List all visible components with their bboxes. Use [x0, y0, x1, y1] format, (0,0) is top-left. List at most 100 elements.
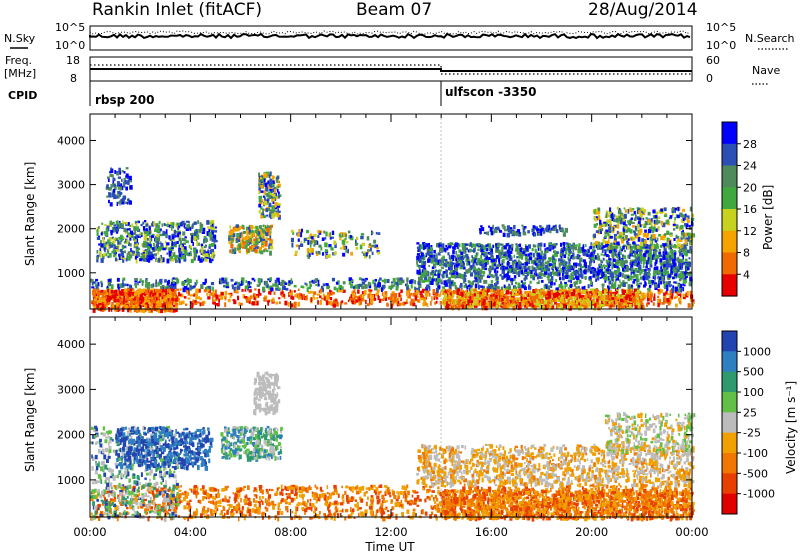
power-cell	[125, 229, 129, 233]
power-cell	[198, 229, 202, 233]
power-cell	[444, 293, 448, 299]
power-cell	[351, 293, 354, 297]
power-cell	[685, 270, 687, 274]
power-cell	[428, 280, 431, 285]
power-cell	[312, 281, 316, 284]
power-cell	[589, 295, 593, 299]
power-cell	[164, 279, 167, 283]
power-cell	[547, 301, 550, 305]
power-cell	[208, 245, 211, 249]
power-cell	[169, 299, 172, 305]
power-cell	[501, 297, 504, 302]
power-cell	[417, 295, 419, 299]
power-cell	[214, 293, 217, 298]
power-cell	[531, 305, 535, 308]
power-cell	[122, 257, 126, 260]
power-cell	[197, 220, 200, 224]
power-cell	[493, 263, 496, 267]
power-cell	[567, 279, 571, 283]
power-cell	[377, 251, 381, 255]
power-cell	[261, 244, 264, 248]
power-cell	[444, 247, 447, 253]
power-cell	[505, 243, 509, 247]
power-cell	[669, 289, 672, 295]
power-cell	[298, 229, 301, 233]
power-cell	[294, 294, 298, 298]
power-cell	[246, 298, 249, 303]
power-cell	[308, 236, 312, 239]
power-cell	[639, 282, 642, 285]
power-cell	[161, 296, 164, 299]
power-cell	[324, 249, 328, 253]
power-cell	[195, 288, 199, 294]
power-cell	[452, 258, 455, 261]
power-cell	[122, 300, 125, 305]
power-cell	[665, 284, 669, 288]
power-cell	[204, 278, 207, 284]
power-cell	[173, 281, 177, 286]
power-cell	[555, 258, 557, 262]
power-cell	[120, 191, 123, 195]
power-cell	[333, 301, 337, 306]
power-cell	[277, 214, 281, 220]
power-cell	[569, 284, 573, 289]
power-cell	[146, 231, 150, 236]
power-cell	[325, 283, 329, 286]
power-cell	[570, 275, 574, 281]
power-cell	[480, 299, 484, 303]
power-cell	[484, 291, 487, 296]
power-cell	[410, 284, 413, 289]
power-cell	[197, 296, 201, 300]
power-cell	[547, 285, 551, 288]
power-cell	[465, 305, 469, 310]
power-cell	[200, 243, 204, 247]
power-cell	[503, 273, 507, 278]
power-cell	[452, 302, 456, 307]
power-cell	[471, 293, 474, 299]
power-cell	[614, 276, 618, 279]
power-cell	[137, 288, 141, 294]
power-cell	[611, 297, 615, 301]
power-cell	[195, 296, 197, 299]
power-cell	[587, 284, 590, 289]
power-cell	[489, 296, 492, 300]
power-cell	[545, 296, 549, 300]
power-cell	[585, 249, 589, 254]
power-cell	[535, 251, 538, 256]
power-cell	[191, 232, 196, 237]
power-cell	[416, 242, 420, 245]
power-cell	[520, 303, 523, 308]
power-cell	[276, 180, 280, 183]
power-cell	[555, 292, 559, 297]
power-cell	[667, 293, 670, 296]
power-cell	[248, 242, 252, 245]
power-cell	[637, 260, 640, 265]
power-cell	[535, 257, 540, 261]
power-cell	[623, 250, 626, 253]
power-cell	[511, 292, 514, 297]
power-cell	[171, 241, 173, 246]
power-cell	[121, 178, 123, 182]
power-cell	[126, 253, 129, 257]
power-cell	[169, 291, 172, 295]
power-cell	[443, 280, 447, 285]
power-cell	[264, 280, 268, 286]
power-cell	[201, 301, 205, 306]
power-cell	[648, 284, 652, 288]
power-cell	[649, 296, 653, 301]
power-cell	[376, 247, 379, 250]
power-cell	[584, 277, 587, 280]
power-cell	[121, 199, 125, 205]
power-cell	[567, 274, 571, 278]
power-cell	[427, 271, 430, 277]
power-cell	[398, 303, 401, 307]
power-cell	[571, 292, 575, 297]
power-cell	[139, 278, 142, 282]
power-cell	[268, 194, 272, 200]
power-cell	[516, 271, 520, 275]
power-cell	[292, 231, 295, 235]
power-cell	[100, 232, 103, 236]
power-cell	[636, 256, 639, 261]
power-cell	[634, 253, 637, 258]
power-cell	[146, 242, 149, 248]
